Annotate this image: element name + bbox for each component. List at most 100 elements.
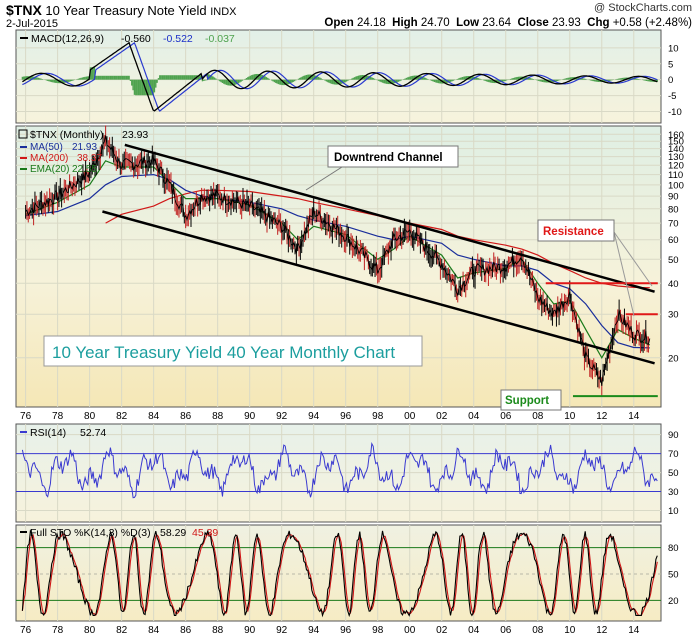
macd-hist-value: -0.037 <box>205 33 235 45</box>
close-value: 23.93 <box>551 17 581 29</box>
resistance-pointer <box>613 231 635 317</box>
high-label: High <box>392 17 418 29</box>
y-tick-label: 150 <box>668 137 684 148</box>
x-tick-label: 84 <box>148 411 160 422</box>
legend-ma200-name: MA(200) <box>30 153 68 164</box>
x-tick-label: 94 <box>308 625 320 636</box>
y-tick-label: 10 <box>668 506 679 517</box>
y-tick-label: -10 <box>668 107 682 118</box>
rsi-legend: RSI(14) 52.74 <box>20 427 106 439</box>
x-tick-label: 96 <box>340 411 352 422</box>
x-tick-label: 92 <box>276 625 288 636</box>
legend-ma200-value: 38.37 <box>77 153 102 164</box>
ohlc-readout: Open 24.18 High 24.70 Low 23.64 Close 23… <box>324 17 692 29</box>
x-tick-label: 08 <box>532 625 544 636</box>
x-tick-label: 82 <box>116 625 128 636</box>
x-tick-label: 00 <box>404 411 416 422</box>
macd-signal-value: -0.522 <box>163 33 193 45</box>
x-tick-label: 92 <box>276 411 288 422</box>
downtrend-pointer <box>305 166 343 191</box>
downtrend-annotation: Downtrend Channel <box>305 145 459 191</box>
rsi-value: 52.74 <box>80 427 106 439</box>
price-legend: $TNX (Monthly) 23.93 MA(50) 21.93 MA(200… <box>18 129 148 175</box>
x-tick-label: 14 <box>628 625 640 636</box>
x-tick-label: 04 <box>468 625 480 636</box>
sto-legend: Full STO %K(14,3) %D(3) 58.29 45.39 <box>20 527 218 539</box>
channel-lower-line <box>102 210 655 365</box>
x-tick-label: 84 <box>148 625 160 636</box>
open-label: Open <box>324 17 354 29</box>
x-tick-label: 00 <box>404 625 416 636</box>
y-tick-label: 80 <box>668 543 679 554</box>
y-tick-label: 50 <box>668 255 679 266</box>
macd-legend: MACD(12,26,9) -0.560 -0.522 -0.037 <box>20 33 235 45</box>
x-tick-label: 06 <box>500 411 512 422</box>
downtrend-label: Downtrend Channel <box>334 152 443 164</box>
sto-label: Full STO %K(14,3) %D(3) <box>30 527 151 539</box>
x-tick-label: 08 <box>532 411 544 422</box>
y-tick-label: -5 <box>668 91 676 102</box>
chg-label: Chg <box>587 17 610 29</box>
y-tick-label: 140 <box>668 144 684 155</box>
x-tick-label: 10 <box>564 625 576 636</box>
y-tick-label: 20 <box>668 596 679 607</box>
rsi-line <box>21 442 658 499</box>
chg-value: +0.58 (+2.48%) <box>612 17 692 29</box>
x-tick-label: 80 <box>84 625 96 636</box>
resistance-label: Resistance <box>543 226 604 238</box>
x-tick-label: 04 <box>468 411 480 422</box>
title-box-frame <box>43 335 423 367</box>
x-tick-label: 82 <box>116 411 128 422</box>
x-tick-label: 10 <box>564 411 576 422</box>
rsi-label: RSI(14) <box>30 427 66 439</box>
watermark: @ StockCharts.com <box>594 2 692 14</box>
title-box: 10 Year Treasury Yield 40 Year Monthly C… <box>43 335 423 367</box>
y-tick-label: 50 <box>668 468 679 479</box>
resistance-box <box>537 219 615 242</box>
open-value: 24.18 <box>356 17 386 29</box>
y-tick-label: 160 <box>668 130 684 141</box>
y-tick-label: 80 <box>668 204 679 215</box>
x-tick-label: 86 <box>180 411 192 422</box>
instrument-name: 10 Year Treasury Note Yield <box>45 3 207 18</box>
sto-d-value: 45.39 <box>192 527 218 539</box>
sto-k-line <box>21 528 658 618</box>
resistance-pointer <box>613 231 653 287</box>
support-annotation: Support <box>500 389 562 411</box>
title-box-text: 10 Year Treasury Yield 40 Year Monthly C… <box>52 343 395 362</box>
x-tick-label: 78 <box>52 625 64 636</box>
y-tick-label: 90 <box>668 192 679 203</box>
y-tick-label: 30 <box>668 487 679 498</box>
x-tick-label: 78 <box>52 411 64 422</box>
y-tick-label: 120 <box>668 161 684 172</box>
x-tick-label: 76 <box>20 625 32 636</box>
macd-value: -0.560 <box>121 33 151 45</box>
x-tick-label: 14 <box>628 411 640 422</box>
x-tick-label: 12 <box>596 411 608 422</box>
macd-label: MACD(12,26,9) <box>31 33 104 45</box>
x-tick-label: 98 <box>372 625 384 636</box>
x-tick-label: 80 <box>84 411 96 422</box>
x-tick-label: 76 <box>20 411 32 422</box>
price-label: $TNX (Monthly) <box>30 129 104 141</box>
y-tick-label: 20 <box>668 353 679 364</box>
low-label: Low <box>456 17 480 29</box>
y-tick-label: 5 <box>668 59 673 70</box>
y-tick-label: 50 <box>668 570 679 581</box>
high-value: 24.70 <box>420 17 450 29</box>
sto-k-value: 58.29 <box>160 527 186 539</box>
x-tick-label: 88 <box>212 625 224 636</box>
y-tick-label: 40 <box>668 279 679 290</box>
y-tick-label: 100 <box>668 180 684 191</box>
x-tick-label: 94 <box>308 411 320 422</box>
low-value: 23.64 <box>482 17 512 29</box>
x-tick-label: 98 <box>372 411 384 422</box>
y-tick-label: 0 <box>668 75 673 86</box>
support-label: Support <box>505 395 549 407</box>
resistance-annotation: Resistance <box>537 219 615 242</box>
x-tick-label: 86 <box>180 625 192 636</box>
downtrend-box <box>327 145 459 168</box>
legend-ma50-name: MA(50) <box>30 142 63 153</box>
x-tick-label: 12 <box>596 625 608 636</box>
